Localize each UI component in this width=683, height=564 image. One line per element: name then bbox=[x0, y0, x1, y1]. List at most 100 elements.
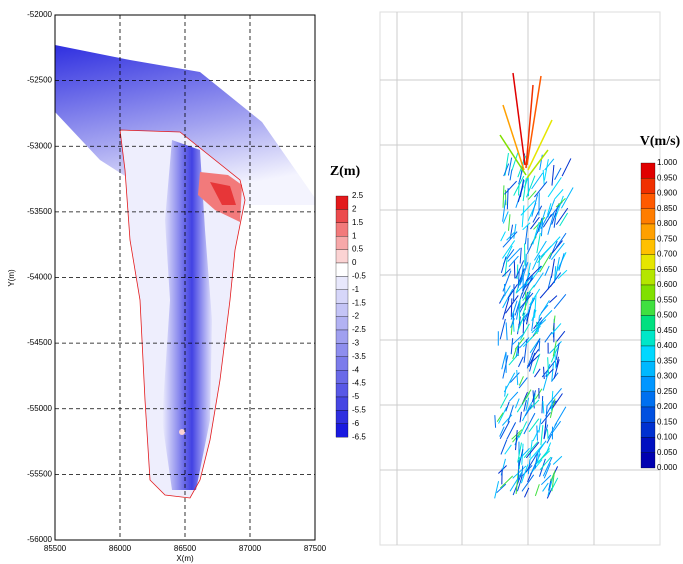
colorbar-cell bbox=[640, 452, 656, 469]
colorbar-label: 0.600 bbox=[657, 280, 678, 289]
colorbar-label: 0.5 bbox=[352, 245, 364, 254]
vector-glyph bbox=[520, 323, 530, 340]
vector-glyph bbox=[523, 441, 539, 458]
vector-glyph bbox=[499, 393, 509, 409]
vector-glyph bbox=[538, 255, 541, 273]
vector-glyph bbox=[519, 247, 522, 264]
vector-glyph bbox=[505, 401, 510, 412]
vector-glyph bbox=[560, 187, 574, 209]
vector-glyph bbox=[555, 342, 560, 361]
vector-glyph bbox=[518, 298, 521, 321]
colorbar-cell bbox=[335, 303, 349, 317]
colorbar-cell bbox=[335, 276, 349, 290]
vector-glyph bbox=[522, 336, 533, 348]
colorbar-cell bbox=[640, 223, 656, 240]
colorbar-cell bbox=[640, 193, 656, 209]
vector-glyph bbox=[517, 312, 526, 332]
vector-glyph bbox=[499, 426, 505, 437]
vector-glyph bbox=[550, 258, 555, 278]
vector-glyph bbox=[532, 205, 543, 223]
vector-glyph bbox=[518, 356, 524, 368]
vector-glyph bbox=[496, 483, 507, 494]
vector-glyph bbox=[543, 463, 551, 479]
colorbar-label: -0.5 bbox=[352, 272, 366, 281]
colorbar-label: 0.800 bbox=[657, 219, 678, 228]
vector-glyph bbox=[534, 294, 537, 318]
vector-glyph bbox=[540, 425, 544, 446]
vector-glyph bbox=[544, 265, 550, 276]
vector-glyph bbox=[520, 464, 529, 484]
colorbar-cell bbox=[335, 329, 349, 344]
vector-glyph bbox=[553, 359, 560, 379]
vector-glyph bbox=[561, 158, 572, 177]
colorbar-label: 0.000 bbox=[657, 463, 678, 472]
x-tick-label: 85500 bbox=[44, 544, 67, 553]
y-tick-label: -54500 bbox=[27, 338, 52, 347]
vector-glyph bbox=[531, 319, 547, 334]
vector-glyph bbox=[515, 470, 519, 494]
vector-glyph bbox=[512, 348, 517, 360]
vector-glyph bbox=[531, 390, 537, 403]
vector-glyph bbox=[540, 207, 553, 229]
vector-glyph bbox=[502, 268, 511, 277]
colorbar-label: -2.5 bbox=[352, 325, 366, 334]
vector-glyph bbox=[502, 240, 516, 259]
colorbar-label: 0.300 bbox=[657, 372, 678, 381]
colorbar-label: 0.100 bbox=[657, 433, 678, 442]
colorbar-label: -3.5 bbox=[352, 352, 366, 361]
vector-glyph bbox=[555, 207, 569, 225]
vector-glyph bbox=[525, 84, 534, 169]
colorbar-label: -4 bbox=[352, 365, 360, 374]
colorbar-cell bbox=[335, 289, 349, 304]
vector-glyph bbox=[513, 260, 516, 279]
vector-glyph bbox=[507, 214, 511, 231]
colorbar-label: 0.750 bbox=[657, 234, 678, 243]
vector-glyph bbox=[539, 252, 552, 273]
vector-glyph bbox=[526, 75, 542, 166]
vector-glyph bbox=[559, 212, 569, 227]
colorbar-cell bbox=[640, 178, 656, 194]
colorbar-cell bbox=[640, 330, 656, 347]
vector-glyph bbox=[522, 311, 530, 324]
colorbar-cell bbox=[640, 300, 656, 316]
colorbar-label: 0.700 bbox=[657, 250, 678, 259]
vector-glyph bbox=[504, 180, 518, 195]
vector-glyphs bbox=[494, 72, 574, 499]
vector-glyph bbox=[528, 418, 540, 433]
vector-glyph bbox=[496, 412, 504, 422]
vector-glyph bbox=[515, 341, 520, 358]
vector-glyph bbox=[507, 247, 521, 262]
vector-glyph bbox=[550, 390, 554, 411]
vector-glyph bbox=[536, 425, 538, 441]
y-tick-label: -55500 bbox=[27, 469, 52, 478]
vector-glyph bbox=[555, 232, 567, 248]
vector-glyph bbox=[528, 354, 535, 368]
vector-glyph bbox=[540, 304, 549, 314]
vector-glyph bbox=[511, 152, 519, 171]
vector-glyph bbox=[551, 362, 554, 382]
vector-glyph bbox=[519, 337, 530, 349]
vector-glyph bbox=[554, 348, 557, 369]
vector-glyph bbox=[514, 337, 525, 350]
vector-glyph bbox=[502, 297, 510, 320]
vector-glyph bbox=[554, 195, 564, 219]
colorbar-label: 0.550 bbox=[657, 295, 678, 304]
colorbar-cell bbox=[335, 236, 349, 250]
vector-glyph bbox=[502, 104, 525, 171]
colorbar-cell bbox=[335, 410, 349, 424]
vector-glyph bbox=[544, 158, 555, 171]
vector-glyph bbox=[542, 482, 549, 492]
vector-glyph bbox=[544, 331, 553, 343]
vector-glyph bbox=[514, 398, 520, 409]
colorbar-cell bbox=[640, 162, 656, 179]
vector-panel bbox=[379, 11, 661, 546]
colorbar-cell bbox=[640, 406, 656, 423]
vector-glyph bbox=[524, 404, 533, 417]
vector-glyph bbox=[511, 333, 524, 346]
vector-glyph bbox=[521, 401, 533, 422]
vector-glyph bbox=[516, 369, 519, 386]
vector-glyph bbox=[502, 199, 506, 222]
colorbar-label: 0.450 bbox=[657, 326, 678, 335]
vector-glyph bbox=[547, 357, 550, 376]
vector-glyph bbox=[502, 288, 514, 309]
